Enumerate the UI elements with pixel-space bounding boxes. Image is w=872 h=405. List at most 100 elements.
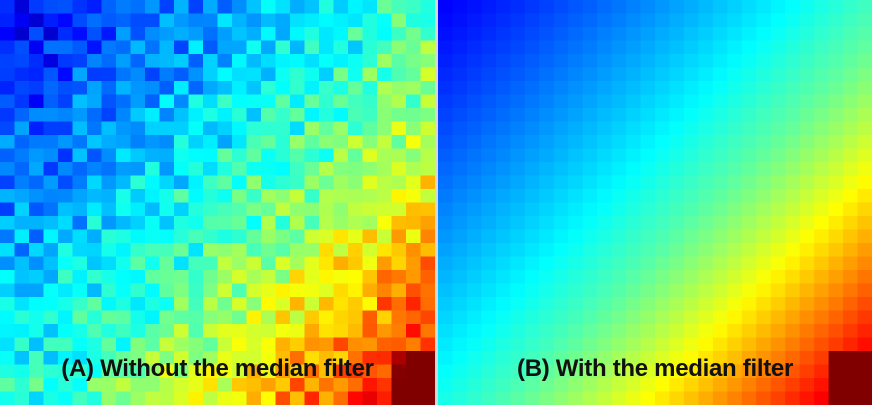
heatmap-cell xyxy=(377,108,393,123)
heatmap-cell xyxy=(568,270,584,285)
heatmap-cell xyxy=(857,297,872,312)
heatmap-cell xyxy=(246,351,262,366)
heatmap-cell xyxy=(698,175,714,190)
heatmap-cell xyxy=(29,297,45,312)
heatmap-cell xyxy=(466,0,482,15)
heatmap-cell xyxy=(14,162,30,177)
heatmap-cell xyxy=(857,27,872,42)
heatmap-cell xyxy=(466,189,482,204)
heatmap-cell xyxy=(159,283,175,298)
heatmap-cell xyxy=(362,297,378,312)
heatmap-cell xyxy=(232,364,248,379)
heatmap-cell xyxy=(466,67,482,82)
heatmap-cell xyxy=(362,67,378,82)
heatmap-cell xyxy=(58,189,74,204)
heatmap-cell xyxy=(481,351,497,366)
heatmap-cell xyxy=(174,67,190,82)
heatmap-cell xyxy=(420,0,435,15)
heatmap-cell xyxy=(159,189,175,204)
heatmap-cell xyxy=(524,310,540,325)
heatmap-cell xyxy=(348,337,364,352)
heatmap-cell xyxy=(72,391,88,405)
heatmap-cell xyxy=(785,175,801,190)
heatmap-cell xyxy=(377,216,393,231)
heatmap-cell xyxy=(481,216,497,231)
heatmap-cell xyxy=(611,81,627,96)
heatmap-cell xyxy=(770,189,786,204)
heatmap-cell xyxy=(799,297,815,312)
heatmap-cell xyxy=(698,283,714,298)
heatmap-cell xyxy=(72,67,88,82)
heatmap-cell xyxy=(14,243,30,258)
heatmap-cell xyxy=(611,67,627,82)
heatmap-cell xyxy=(0,81,16,96)
heatmap-cell xyxy=(770,175,786,190)
heatmap-cell xyxy=(495,108,511,123)
heatmap-cell xyxy=(712,391,728,405)
heatmap-cell xyxy=(611,13,627,28)
heatmap-cell xyxy=(275,67,291,82)
heatmap-cell xyxy=(58,81,74,96)
heatmap-cell xyxy=(391,283,407,298)
heatmap-cell xyxy=(756,40,772,55)
heatmap-cell xyxy=(377,283,393,298)
heatmap-cell xyxy=(319,81,335,96)
heatmap-cell xyxy=(246,202,262,217)
heatmap-cell xyxy=(43,13,59,28)
heatmap-cell xyxy=(770,121,786,136)
heatmap-cell xyxy=(452,108,468,123)
heatmap-cell xyxy=(130,189,146,204)
heatmap-cell xyxy=(495,94,511,109)
heatmap-cell xyxy=(843,81,859,96)
heatmap-cell xyxy=(814,121,830,136)
heatmap-cell xyxy=(362,378,378,393)
heatmap-cell xyxy=(785,337,801,352)
heatmap-cell xyxy=(626,67,642,82)
heatmap-cell xyxy=(188,310,204,325)
heatmap-cell xyxy=(756,378,772,393)
heatmap-cell xyxy=(377,54,393,69)
heatmap-cell xyxy=(466,310,482,325)
heatmap-cell xyxy=(539,337,555,352)
heatmap-cell xyxy=(246,270,262,285)
heatmap-cell xyxy=(785,94,801,109)
heatmap-cell xyxy=(727,202,743,217)
heatmap-cell xyxy=(727,162,743,177)
heatmap-cell xyxy=(698,202,714,217)
heatmap-cell xyxy=(611,175,627,190)
heatmap-cell xyxy=(116,135,132,150)
heatmap-cell xyxy=(29,229,45,244)
heatmap-cell xyxy=(495,40,511,55)
heatmap-cell xyxy=(217,175,233,190)
heatmap-cell xyxy=(799,54,815,69)
heatmap-cell xyxy=(712,324,728,339)
heatmap-cell xyxy=(203,162,219,177)
heatmap-cell xyxy=(741,310,757,325)
heatmap-cell xyxy=(698,216,714,231)
heatmap-cell xyxy=(510,364,526,379)
heatmap-cell xyxy=(524,351,540,366)
heatmap-cell xyxy=(843,270,859,285)
heatmap-cell xyxy=(101,67,117,82)
heatmap-cell xyxy=(582,256,598,271)
heatmap-cell xyxy=(640,94,656,109)
heatmap-cell xyxy=(275,216,291,231)
heatmap-cell xyxy=(101,81,117,96)
heatmap-cell xyxy=(597,175,613,190)
heatmap-cell xyxy=(553,175,569,190)
heatmap-cell xyxy=(611,108,627,123)
heatmap-cell xyxy=(246,364,262,379)
heatmap-cell xyxy=(72,216,88,231)
heatmap-cell xyxy=(814,270,830,285)
heatmap-cell xyxy=(756,108,772,123)
heatmap-cell xyxy=(640,337,656,352)
heatmap-cell xyxy=(348,351,364,366)
heatmap-cell xyxy=(275,162,291,177)
heatmap-cell xyxy=(333,364,349,379)
heatmap-cell xyxy=(319,67,335,82)
heatmap-cell xyxy=(0,378,16,393)
heatmap-cell xyxy=(145,337,161,352)
heatmap-cell xyxy=(510,67,526,82)
heatmap-cell xyxy=(568,297,584,312)
heatmap-cell xyxy=(14,40,30,55)
